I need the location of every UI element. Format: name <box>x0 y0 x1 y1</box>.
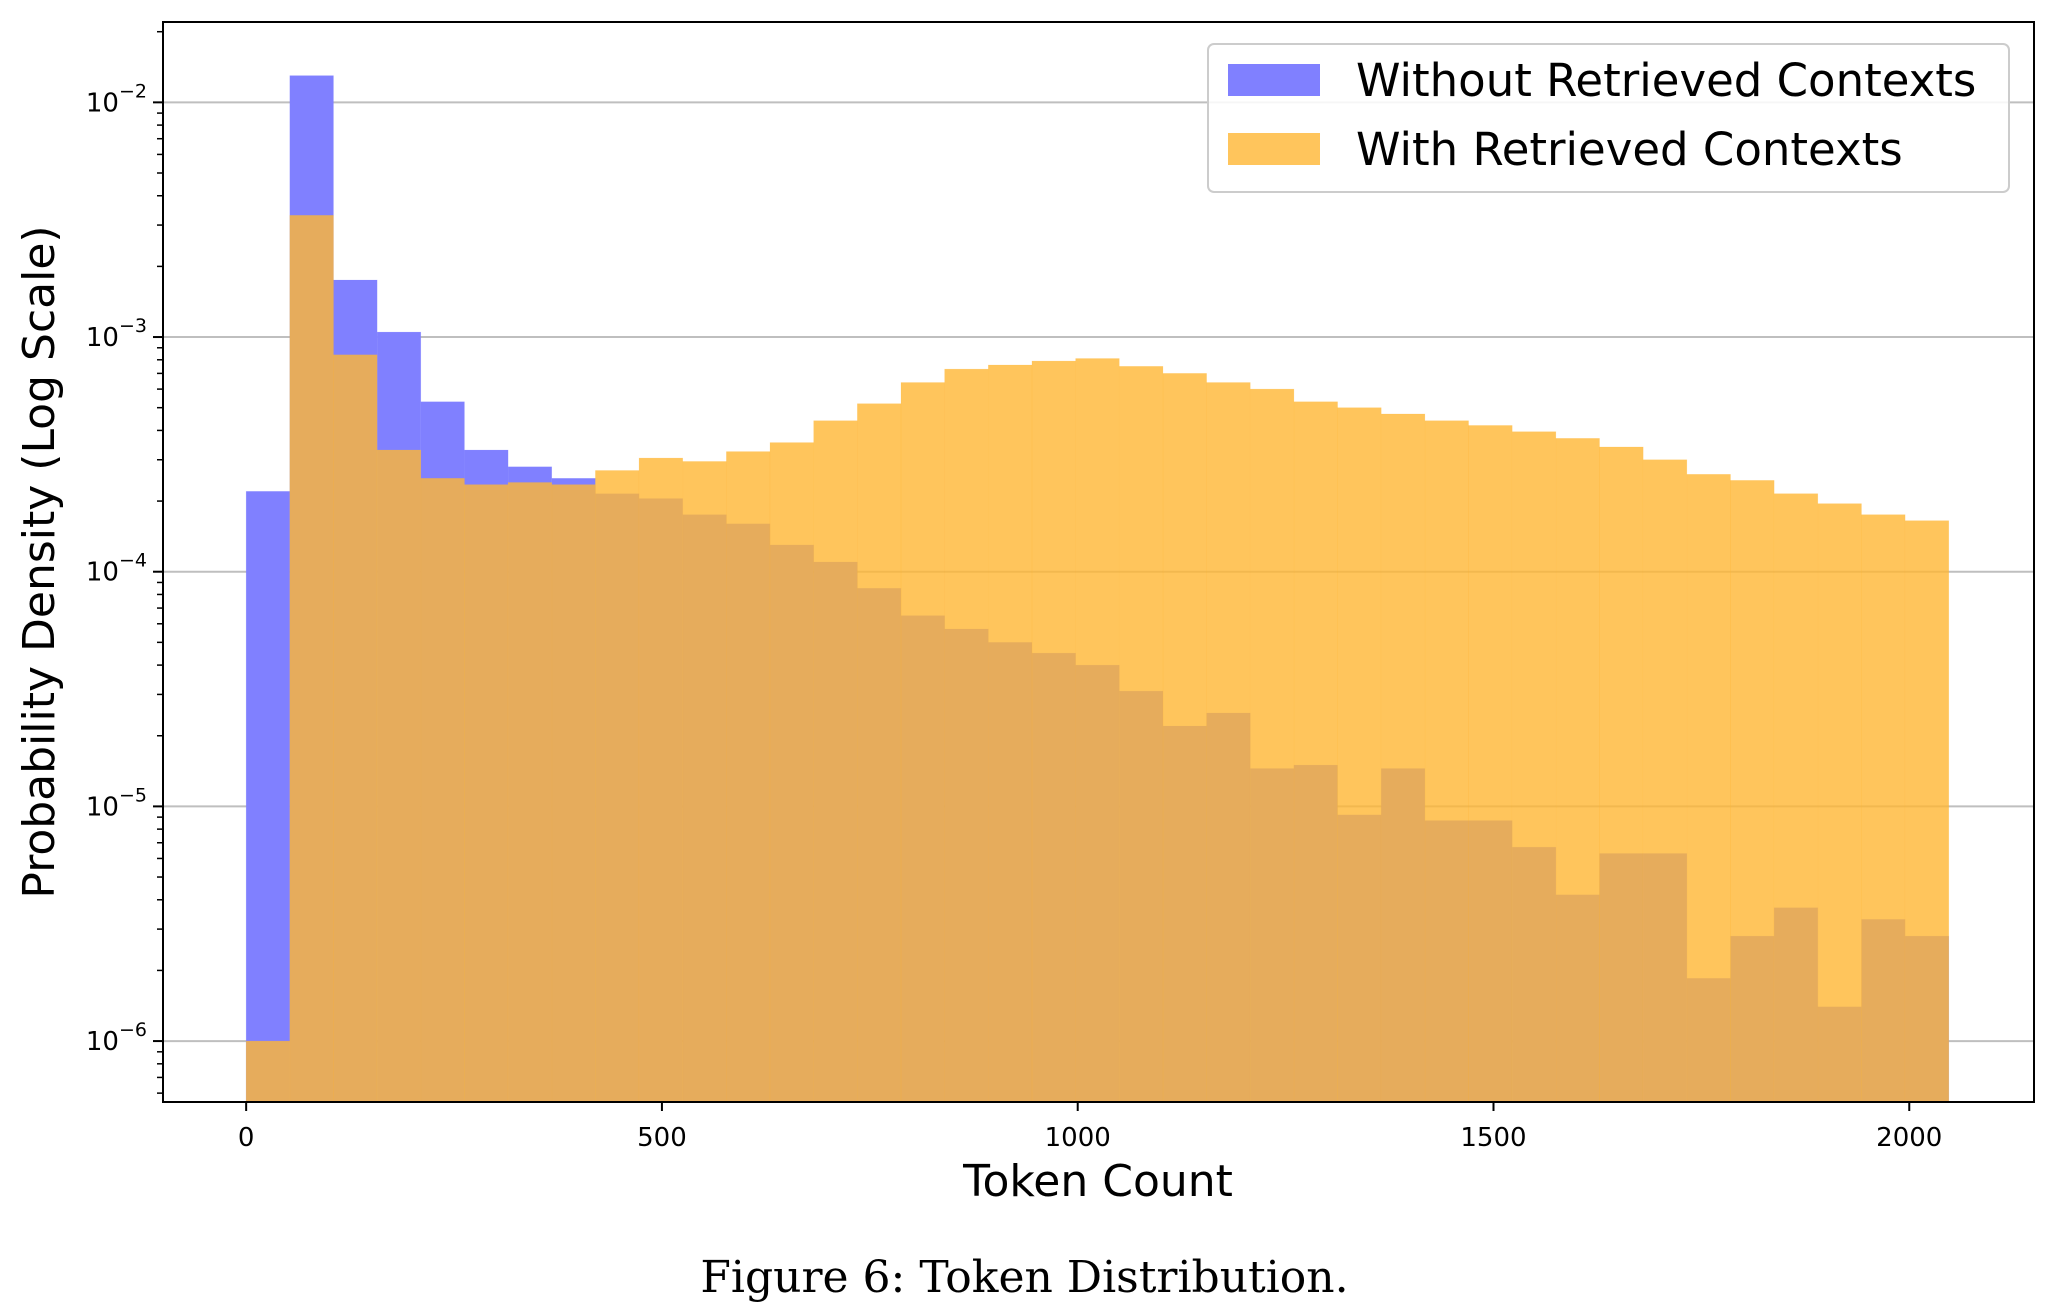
with-bar-10 <box>682 461 727 1103</box>
x-tick-label-2: 1000 <box>1045 1123 1111 1153</box>
x-axis-ticks: 0 500 1000 1500 2000 <box>238 1102 1942 1153</box>
with-bar-4 <box>420 478 465 1103</box>
legend-frame <box>1207 43 2010 193</box>
series-with-bars <box>245 215 1950 1103</box>
y-tick-label-4: 10−2 <box>86 80 147 118</box>
histogram-chart: 0 500 1000 1500 2000 10−6 10−5 10−4 10−3 10−2 To… <box>14 21 2035 1207</box>
legend-swatch-without <box>1228 64 1320 96</box>
with-bar-9 <box>638 457 684 1103</box>
with-bar-2 <box>333 354 378 1103</box>
with-bar-6 <box>507 482 553 1103</box>
with-bar-14 <box>857 403 902 1103</box>
with-bar-29 <box>1511 431 1557 1103</box>
x-tick-label-4: 2000 <box>1876 1123 1942 1153</box>
with-bar-36 <box>1817 503 1862 1103</box>
with-bar-32 <box>1642 459 1688 1103</box>
y-tick-label-3: 10−3 <box>86 315 147 353</box>
with-bar-12 <box>769 442 814 1103</box>
with-bar-18 <box>1031 360 1076 1103</box>
with-bar-23 <box>1249 388 1295 1103</box>
legend: Without Retrieved Contexts With Retrieve… <box>1207 43 2010 193</box>
y-tick-label-0: 10−6 <box>86 1019 147 1057</box>
with-bar-16 <box>944 368 989 1103</box>
with-bar-33 <box>1686 474 1731 1103</box>
x-axis-label: Token Count <box>962 1156 1233 1207</box>
with-bar-37 <box>1861 514 1906 1103</box>
with-bar-22 <box>1206 382 1251 1103</box>
with-bar-25 <box>1337 407 1382 1103</box>
legend-label-with: With Retrieved Contexts <box>1356 123 1903 176</box>
with-bar-30 <box>1555 438 1600 1103</box>
with-bar-24 <box>1293 401 1338 1103</box>
with-bar-0 <box>245 1040 291 1103</box>
without-bar-0 <box>245 491 291 1103</box>
with-bar-5 <box>464 484 509 1103</box>
with-bar-20 <box>1118 366 1164 1103</box>
with-bar-28 <box>1468 425 1513 1103</box>
figure-caption: Figure 6: Token Distribution. <box>700 1252 1349 1303</box>
y-axis-label: Probability Density (Log Scale) <box>14 225 65 898</box>
with-bar-17 <box>988 364 1033 1103</box>
with-bar-35 <box>1773 493 1819 1103</box>
with-bar-21 <box>1162 373 1207 1103</box>
x-tick-label-1: 500 <box>637 1123 687 1153</box>
with-bar-15 <box>900 382 945 1103</box>
with-bar-1 <box>289 215 334 1103</box>
with-bar-26 <box>1380 413 1426 1103</box>
with-bar-11 <box>726 451 771 1103</box>
x-tick-label-3: 1500 <box>1460 1123 1526 1153</box>
with-bar-31 <box>1599 446 1644 1103</box>
with-bar-7 <box>551 484 596 1103</box>
legend-swatch-with <box>1228 133 1320 165</box>
with-bar-3 <box>376 449 422 1103</box>
with-bar-34 <box>1730 480 1775 1103</box>
plot-frame <box>162 21 2035 1103</box>
with-bar-8 <box>595 470 640 1103</box>
y-tick-label-2: 10−4 <box>86 550 147 588</box>
y-axis-ticks: 10−6 10−5 10−4 10−3 10−2 <box>86 30 163 1094</box>
legend-label-without: Without Retrieved Contexts <box>1356 54 1976 107</box>
with-bar-19 <box>1075 358 1120 1103</box>
y-tick-label-1: 10−5 <box>86 784 147 822</box>
x-tick-label-0: 0 <box>238 1123 255 1153</box>
with-bar-27 <box>1424 420 1469 1103</box>
with-bar-38 <box>1904 520 1950 1103</box>
with-bar-13 <box>813 420 858 1103</box>
